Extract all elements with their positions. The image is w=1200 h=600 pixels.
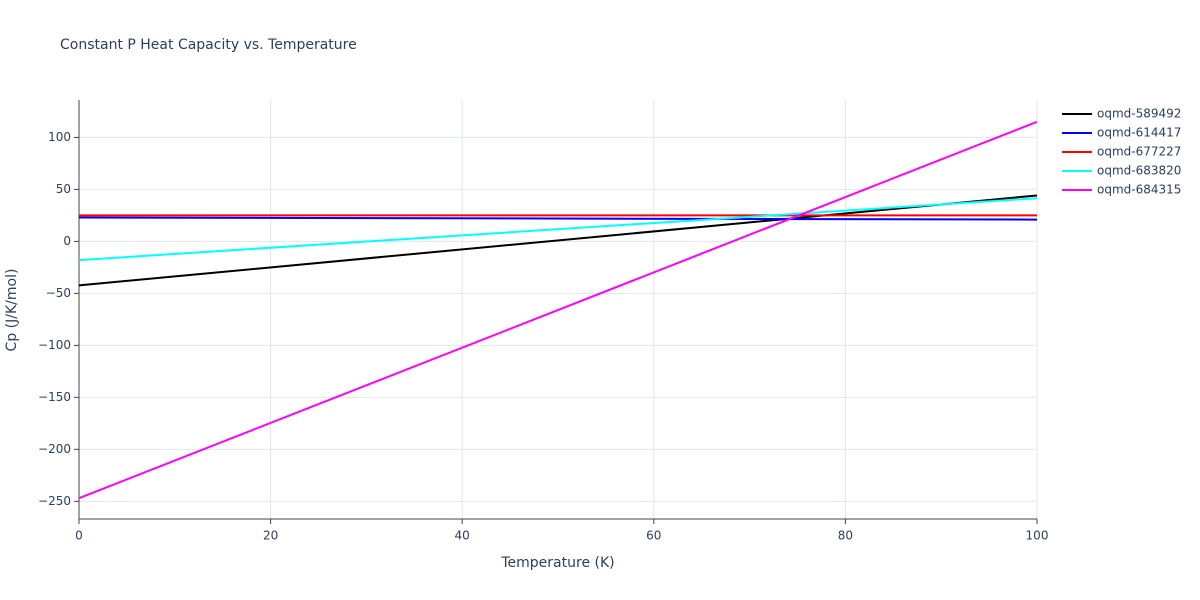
legend-label: oqmd-683820: [1097, 164, 1181, 178]
y-tick-label: −250: [38, 494, 71, 508]
legend-label: oqmd-684315: [1097, 183, 1181, 197]
x-tick-label: 100: [1026, 529, 1049, 543]
chart-title: Constant P Heat Capacity vs. Temperature: [60, 37, 357, 53]
y-tick-label: −200: [38, 442, 71, 456]
y-tick-label: 0: [63, 234, 71, 248]
x-axis-title: Temperature (K): [500, 555, 614, 571]
data-line: [78, 120, 1038, 500]
x-tick-label: 20: [263, 529, 278, 543]
y-tick-label: −150: [38, 390, 71, 404]
data-line: [78, 194, 1038, 287]
legend-label: oqmd-614417: [1097, 126, 1181, 140]
x-tick-label: 0: [75, 529, 83, 543]
y-axis-title: Cp (J/K/mol): [4, 269, 20, 352]
legend-label: oqmd-677227: [1097, 145, 1181, 159]
y-tick-label: 50: [56, 182, 71, 196]
y-tick-label: −50: [46, 286, 71, 300]
x-tick-label: 60: [646, 529, 661, 543]
data-line: [78, 216, 1038, 221]
legend-label: oqmd-589492: [1097, 107, 1181, 121]
y-tick-label: −100: [38, 338, 71, 352]
x-tick-label: 80: [838, 529, 853, 543]
y-tick-label: 100: [48, 130, 71, 144]
data-line: [78, 197, 1038, 262]
x-tick-label: 40: [455, 529, 470, 543]
